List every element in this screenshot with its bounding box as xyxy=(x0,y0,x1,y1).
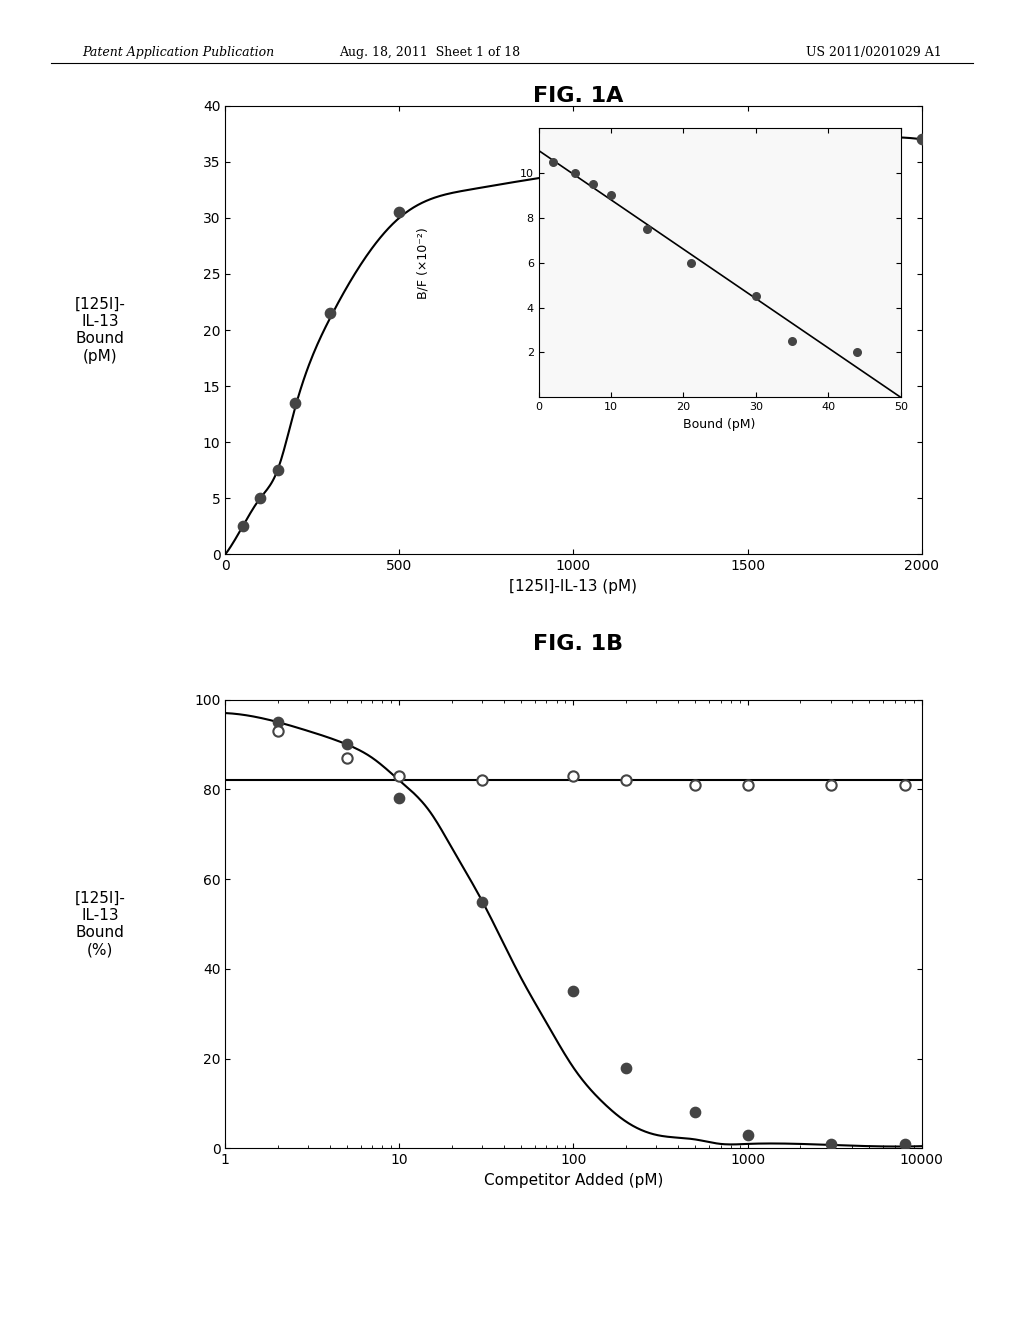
Point xyxy=(234,516,251,537)
Text: [125I]-
IL-13
Bound
(pM): [125I]- IL-13 Bound (pM) xyxy=(75,297,125,363)
Point xyxy=(897,775,913,796)
Text: Aug. 18, 2011  Sheet 1 of 18: Aug. 18, 2011 Sheet 1 of 18 xyxy=(340,46,520,59)
Point xyxy=(687,775,703,796)
Point xyxy=(391,202,408,223)
Point xyxy=(617,770,634,791)
Point xyxy=(822,775,839,796)
Point xyxy=(739,1125,756,1146)
Point xyxy=(565,981,582,1002)
Point xyxy=(391,788,408,809)
X-axis label: [125I]-IL-13 (pM): [125I]-IL-13 (pM) xyxy=(510,578,637,594)
Point xyxy=(687,1102,703,1123)
Text: FIG. 1B: FIG. 1B xyxy=(534,634,624,653)
Point xyxy=(252,488,268,510)
Point xyxy=(391,766,408,787)
Point xyxy=(739,145,756,166)
Text: FIG. 1A: FIG. 1A xyxy=(534,86,624,106)
Point xyxy=(565,766,582,787)
Text: US 2011/0201029 A1: US 2011/0201029 A1 xyxy=(806,46,942,59)
Point xyxy=(474,770,490,791)
Point xyxy=(269,459,286,480)
Point xyxy=(269,721,286,742)
Point xyxy=(739,775,756,796)
Point xyxy=(322,302,338,323)
Point xyxy=(617,1057,634,1078)
Point xyxy=(897,1134,913,1155)
Point xyxy=(913,129,930,150)
Point xyxy=(269,711,286,733)
Point xyxy=(339,734,355,755)
Text: [125I]-
IL-13
Bound
(%): [125I]- IL-13 Bound (%) xyxy=(75,891,125,957)
Point xyxy=(565,157,582,178)
Point xyxy=(287,392,303,413)
Point xyxy=(474,891,490,912)
Text: Patent Application Publication: Patent Application Publication xyxy=(82,46,274,59)
Point xyxy=(339,747,355,768)
X-axis label: Competitor Added (pM): Competitor Added (pM) xyxy=(483,1172,664,1188)
Point xyxy=(822,1134,839,1155)
